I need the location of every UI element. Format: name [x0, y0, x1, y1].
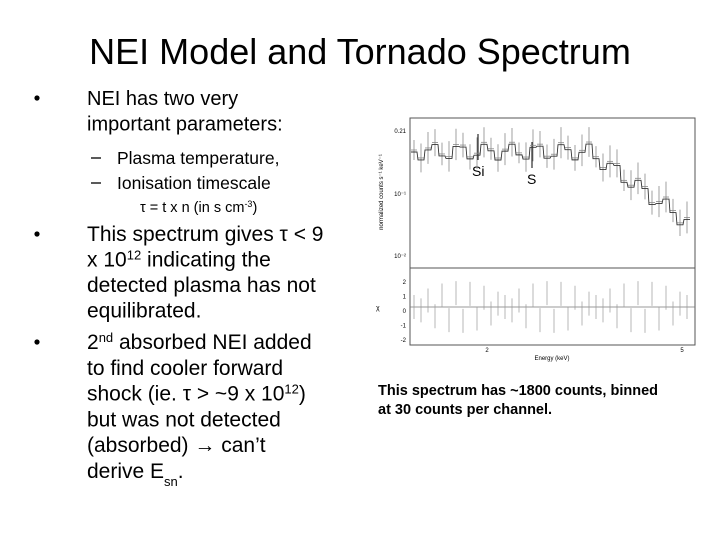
- bullet-dot: [34, 231, 40, 237]
- text-run: This spectrum gives τ < 9: [87, 223, 323, 246]
- text-run: equilibrated.: [87, 300, 201, 323]
- residual-panel: [409, 267, 696, 346]
- superscript: -3: [244, 199, 252, 209]
- text-run: .: [178, 460, 184, 483]
- text-run: τ = t x n (in s cm: [140, 200, 244, 216]
- y-tick-label: 0.21: [394, 129, 406, 135]
- slide-title: NEI Model and Tornado Spectrum: [89, 31, 631, 72]
- bullet-text: equilibrated.: [87, 300, 201, 323]
- formula: τ = t x n (in s cm-3): [140, 199, 257, 216]
- y-tick-label: 10⁻²: [394, 254, 406, 260]
- residual-label: χ: [376, 305, 380, 312]
- bullet-text: NEI has two very: [87, 88, 238, 110]
- bullet-text: (absorbed) → can’t: [87, 434, 266, 457]
- y-axis-label: normalized counts s⁻¹ keV⁻¹: [379, 154, 385, 230]
- bullet-text: x 1012 indicating the: [87, 247, 271, 272]
- residual-tick-label: 2: [403, 280, 407, 286]
- line-label: S: [527, 171, 536, 187]
- text-run: absorbed NEI added: [113, 331, 311, 354]
- bullet-text: important parameters:: [87, 114, 283, 136]
- x-axis-label: Energy (keV): [534, 356, 569, 362]
- bullet-dot: [34, 95, 40, 101]
- bullet-dot: [34, 339, 40, 345]
- bullet-text: shock (ie. τ > ~9 x 1012): [87, 381, 306, 406]
- text-run: derive E: [87, 460, 164, 483]
- bullet-text: This spectrum gives τ < 9: [87, 223, 323, 246]
- model-curve: [411, 143, 690, 226]
- text-run: detected plasma has not: [87, 274, 316, 297]
- sub-bullet-text: Plasma temperature,: [117, 148, 279, 168]
- line-label: Si: [472, 163, 484, 179]
- text-run: 2: [87, 331, 99, 354]
- text-run: ): [299, 383, 306, 406]
- superscript: 12: [127, 247, 141, 262]
- bullet-text: 2nd absorbed NEI added: [87, 330, 312, 355]
- caption: at 30 counts per channel.: [378, 402, 552, 418]
- superscript: 12: [284, 381, 298, 396]
- text-run: important parameters:: [87, 114, 283, 136]
- caption: This spectrum has ~1800 counts, binned: [378, 383, 658, 399]
- x-tick-label: 2: [485, 348, 489, 354]
- bullet-text: to find cooler forward: [87, 357, 283, 380]
- text-run: shock (ie. τ > ~9 x 10: [87, 383, 284, 406]
- text-run: but was not detected: [87, 408, 281, 431]
- residual-tick-label: -1: [401, 324, 407, 330]
- residual-tick-label: 0: [403, 309, 407, 315]
- bullet-text: detected plasma has not: [87, 274, 316, 297]
- bullet-text: derive Esn.: [87, 460, 184, 489]
- superscript: nd: [99, 330, 113, 345]
- text-run: ): [252, 200, 257, 216]
- bullet-text: but was not detected: [87, 408, 281, 431]
- residual-tick-label: -2: [401, 338, 407, 344]
- text-run: indicating the: [141, 249, 271, 272]
- subscript: sn: [164, 474, 178, 489]
- text-run: NEI has two very: [87, 88, 238, 110]
- text-run: to find cooler forward: [87, 357, 283, 380]
- residual-tick-label: 1: [403, 295, 407, 301]
- text-run: (absorbed) → can’t: [87, 434, 266, 457]
- x-tick-label: 5: [680, 348, 684, 354]
- sub-bullet-text: Ionisation timescale: [117, 173, 271, 193]
- text-run: x 10: [87, 249, 127, 272]
- y-tick-label: 10⁻¹: [394, 192, 406, 198]
